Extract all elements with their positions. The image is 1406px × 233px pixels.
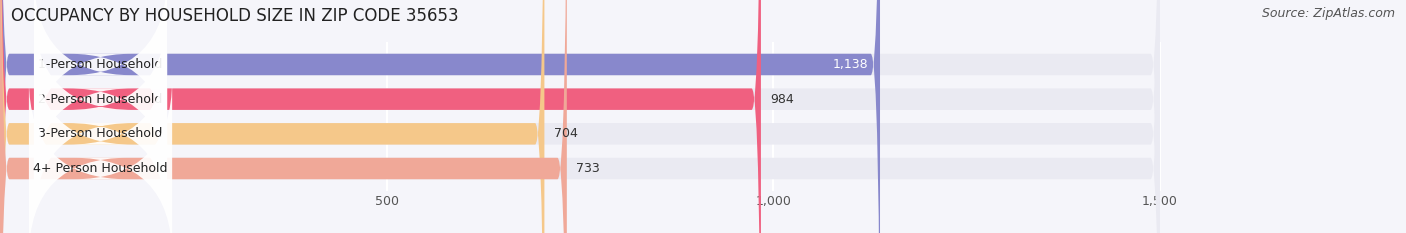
FancyBboxPatch shape [0, 0, 1160, 233]
Text: 1-Person Household: 1-Person Household [38, 58, 163, 71]
Text: 733: 733 [576, 162, 600, 175]
Text: 704: 704 [554, 127, 578, 140]
FancyBboxPatch shape [0, 0, 1160, 233]
Text: Source: ZipAtlas.com: Source: ZipAtlas.com [1261, 7, 1395, 20]
FancyBboxPatch shape [0, 0, 544, 233]
FancyBboxPatch shape [0, 0, 761, 233]
Text: 984: 984 [770, 93, 794, 106]
FancyBboxPatch shape [0, 0, 567, 233]
FancyBboxPatch shape [0, 0, 1160, 233]
Text: 2-Person Household: 2-Person Household [38, 93, 163, 106]
Text: 4+ Person Household: 4+ Person Household [34, 162, 167, 175]
Text: OCCUPANCY BY HOUSEHOLD SIZE IN ZIP CODE 35653: OCCUPANCY BY HOUSEHOLD SIZE IN ZIP CODE … [11, 7, 458, 25]
Text: 3-Person Household: 3-Person Household [38, 127, 163, 140]
Text: 1,138: 1,138 [832, 58, 869, 71]
FancyBboxPatch shape [0, 0, 880, 233]
FancyBboxPatch shape [0, 0, 1160, 233]
